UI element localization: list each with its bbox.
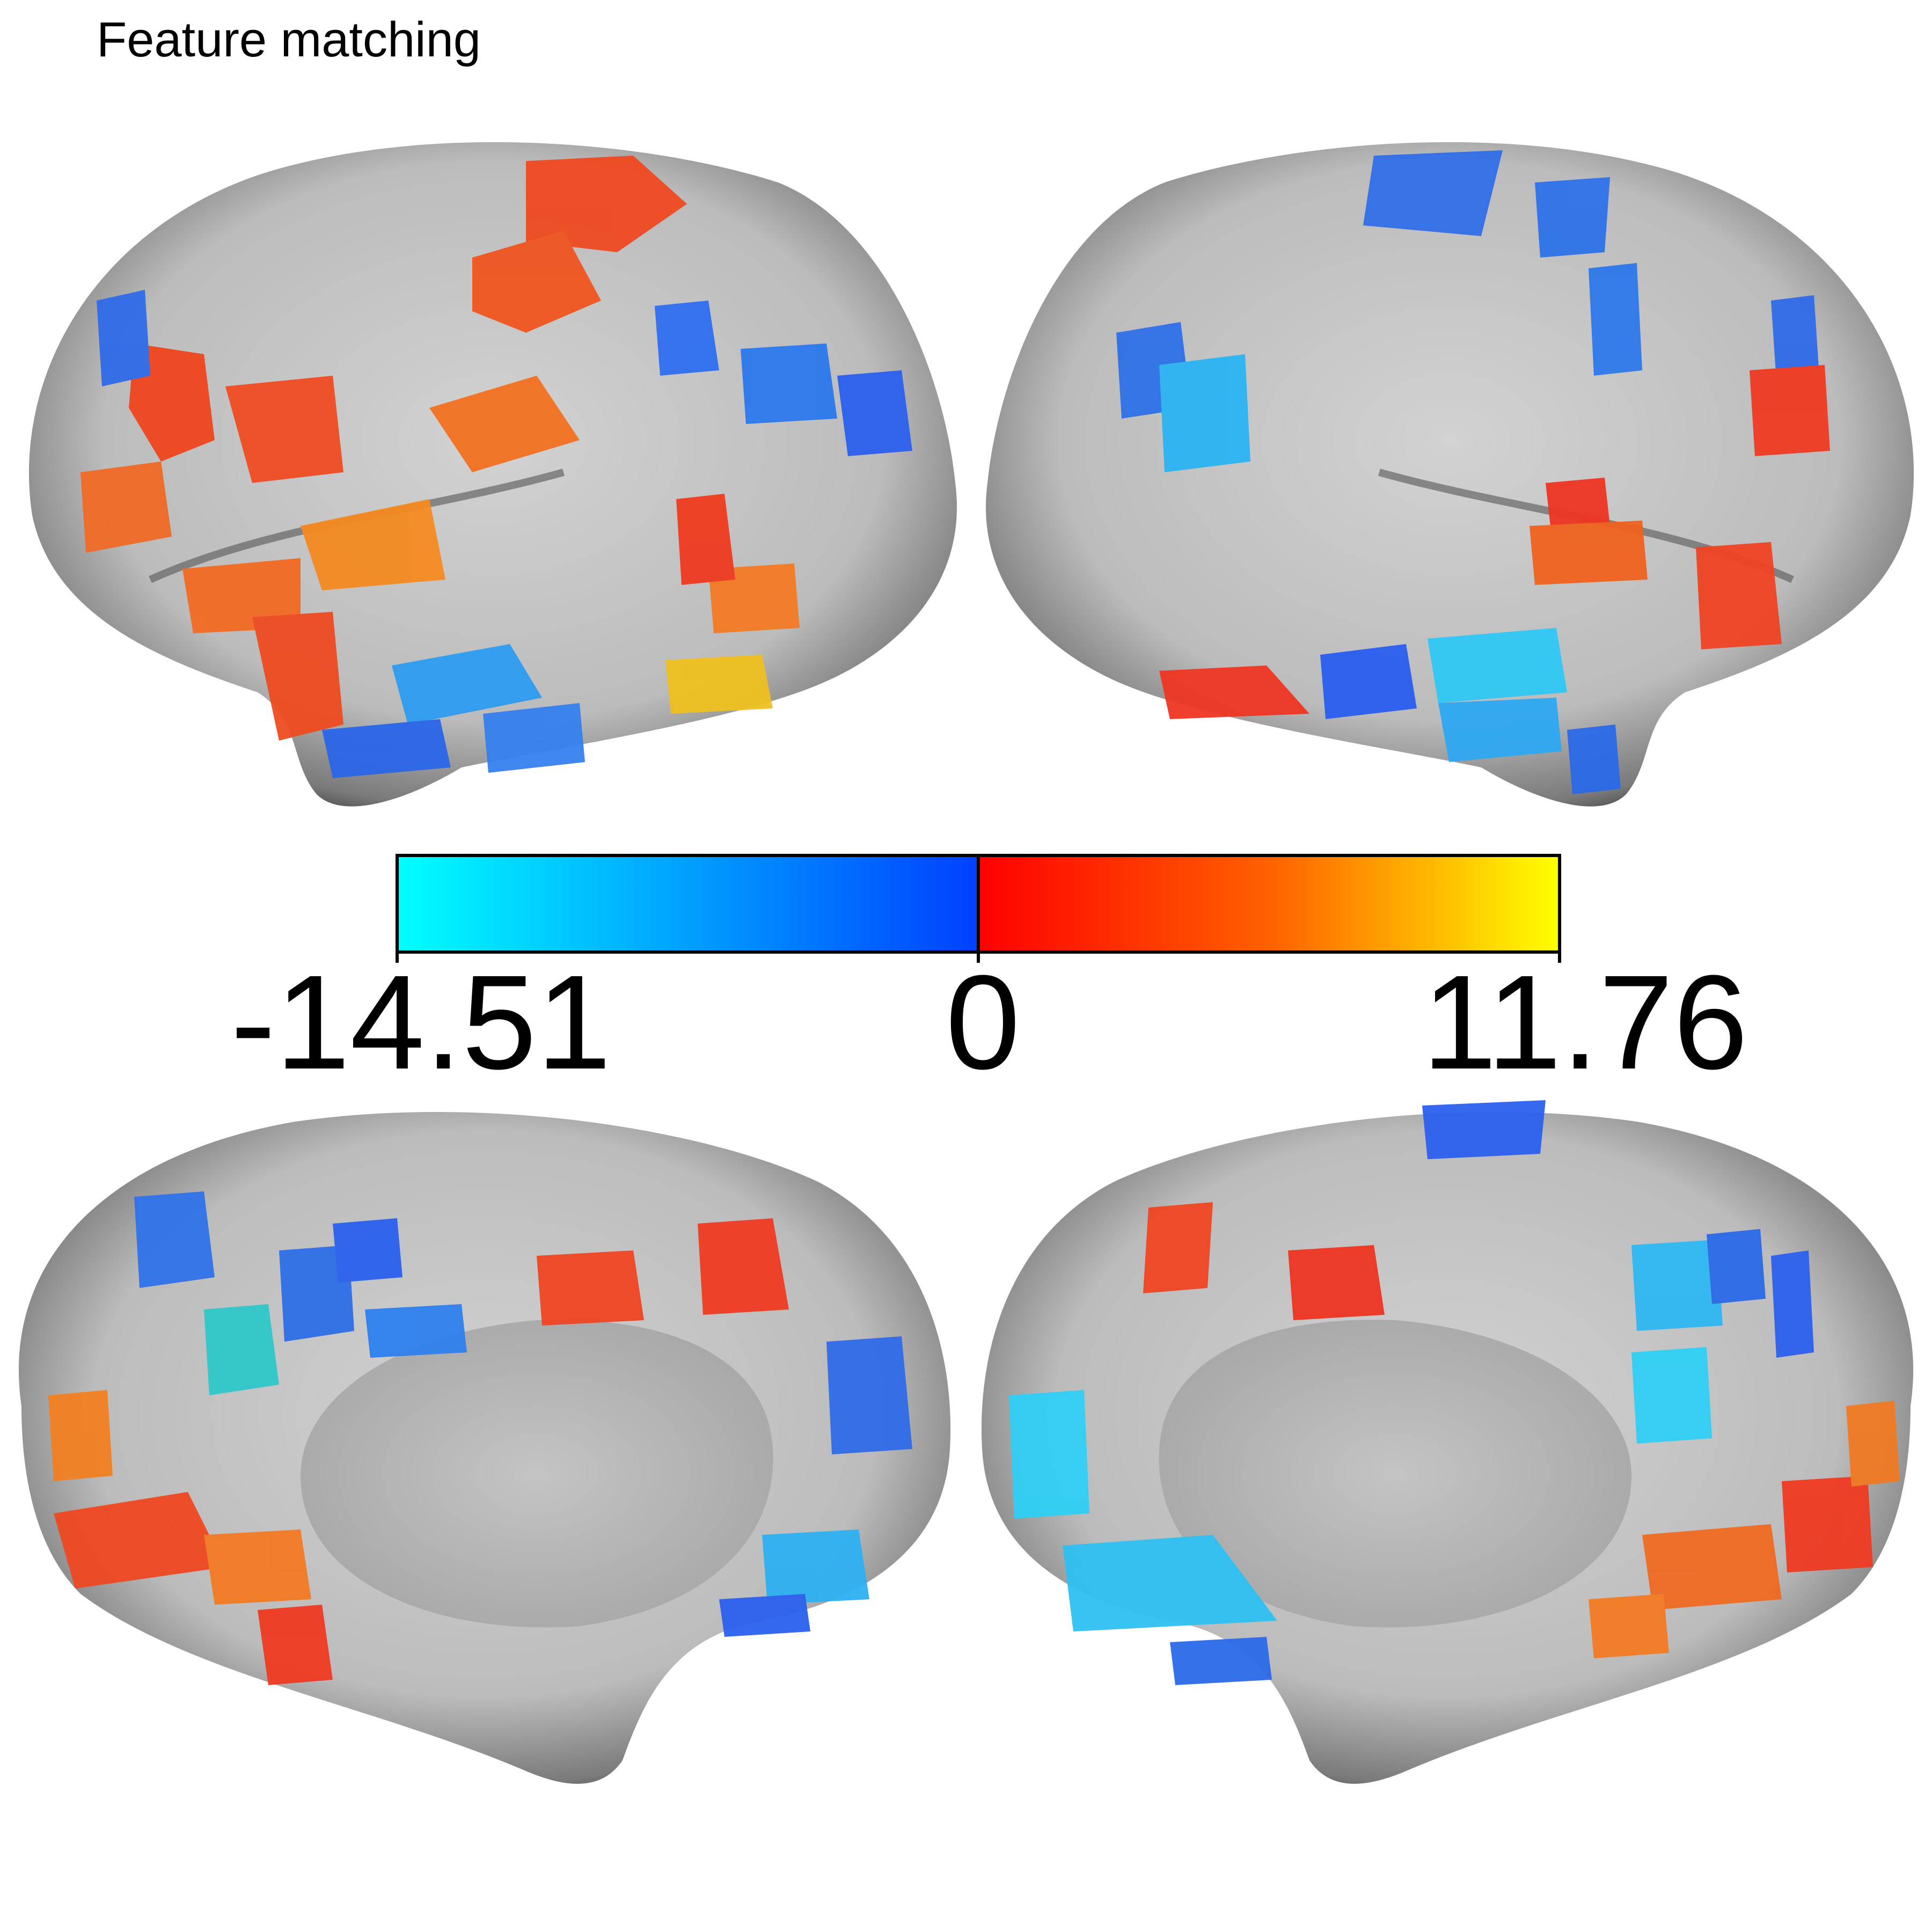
brain-right-lateral [985,142,1914,807]
colorbar-positive [978,855,1560,952]
brain-left-lateral [28,142,957,807]
figure-title: Feature matching [97,12,481,67]
colorbar [396,854,1561,963]
brain-right-medial [981,1100,1914,1784]
colorbar-negative [397,855,978,952]
brain-left-medial [18,1112,951,1784]
colorbar-min-label: -14.51 [231,947,611,1097]
colorbar-mid-label: 0 [946,947,1021,1097]
colorbar-max-label: 11.76 [1422,947,1748,1097]
